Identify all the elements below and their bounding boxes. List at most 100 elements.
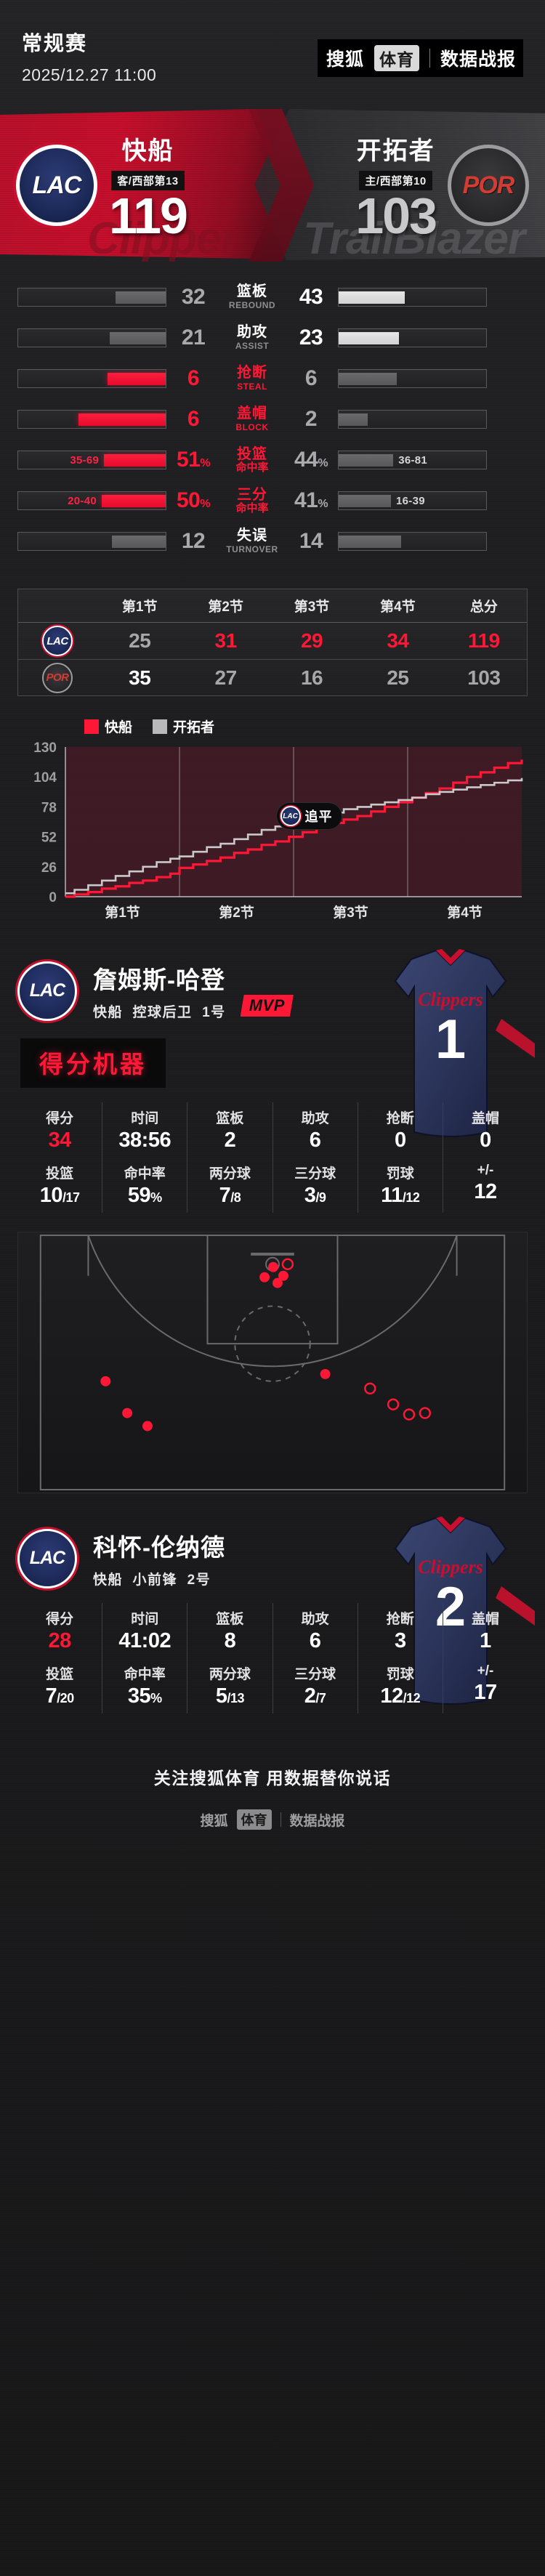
stat-bar-away: 35-69 [17, 451, 166, 469]
quarter-score-cell: 31 [214, 629, 238, 652]
player-stat-value: 35% [127, 1684, 162, 1708]
team-away-meta: 快船 客/西部第13 119 [97, 131, 198, 241]
player-jersey-graphic: 2 Clippers [394, 1517, 535, 1705]
player-stat-label: 篮板 [216, 1111, 244, 1126]
player-stat-label: 盖帽 [471, 1111, 499, 1126]
brand-sohu-text: 搜狐 [326, 49, 364, 70]
legend-swatch-away [84, 719, 99, 734]
header-left: 常规赛 2025/12.27 11:00 [22, 28, 156, 85]
stat-value-home: 44% [294, 448, 328, 472]
stat-row: 6 盖帽 BLOCK 2 [17, 405, 528, 433]
stat-label: 投篮 命中率 [220, 446, 284, 474]
player-stat-value: 38:56 [118, 1128, 171, 1152]
team-away-rank: 客/西部第13 [111, 170, 185, 190]
stat-bar-fill-home [339, 413, 368, 426]
stat-bar-fill-home [339, 494, 391, 507]
player-stat-value: 28 [48, 1629, 71, 1652]
stat-value-home: 14 [299, 529, 323, 553]
game-datetime: 2025/12.27 11:00 [22, 65, 157, 84]
player-stat-value: 7/8 [219, 1184, 241, 1207]
brand-logo: 搜狐 体育 数据战报 [317, 39, 523, 77]
player-stat-cell: 盖帽 0 [442, 1102, 528, 1158]
chart-x-tick-label: 第1节 [105, 904, 140, 921]
player-stat-label: 三分球 [294, 1667, 336, 1682]
player-stat-value: 3/9 [304, 1184, 326, 1207]
stat-bar-fill-away [102, 494, 166, 507]
player-stat-cell: 命中率 35% [102, 1658, 187, 1713]
chart-x-tick-label: 第3节 [333, 904, 368, 921]
player-stat-cell: 助攻 6 [272, 1603, 358, 1658]
chart-y-tick-label: 0 [49, 890, 57, 905]
stat-value-home: 41% [294, 488, 328, 512]
quarter-team-row: POR 35 27 16 25 103 [18, 659, 527, 695]
player-card: 1 Clippers LAC 詹姆斯-哈登 快船 控球后卫 1号 MVP 得分机… [0, 945, 545, 1493]
stat-bar-fraction-home: 36-81 [398, 453, 428, 467]
stat-bar-home [338, 410, 487, 429]
player-mvp-badge: MVP [241, 995, 294, 1017]
jersey-number: 2 [435, 1576, 466, 1638]
player-stats-table: 得分 28 时间 41:02 篮板 8 助攻 6 抢断 3 盖帽 1 投篮 7/… [17, 1603, 528, 1713]
stat-value-home: 2 [304, 407, 318, 431]
chart-svg: 0 26 52 78 104 130 第1节 第2节 第3节 第4节 [33, 740, 523, 921]
stat-bar-home: 36-81 [338, 451, 487, 469]
jersey-collar [436, 949, 465, 965]
quarter-column-header: 第3节 [294, 599, 330, 615]
score-flow-chart: 快船 开拓者 0 26 52 78 104 130 第1节 第2节 第3节 第4节 LAC 追平 [17, 715, 528, 926]
quarter-score-cell: 119 [467, 629, 500, 652]
quarter-column-header: 第1节 [121, 599, 158, 615]
court-lines [39, 1234, 506, 1491]
quarter-score-cell: 25 [129, 629, 151, 652]
chart-y-tick-label: 52 [41, 831, 57, 846]
player-stat-label: +/- [477, 1663, 494, 1679]
stat-value-home: 43 [299, 285, 323, 309]
team-home-score: 103 [355, 187, 437, 244]
stat-bar-fraction-home: 16-39 [396, 494, 425, 507]
footer-brand-divider [280, 1812, 281, 1827]
chart-legend: 快船 开拓者 [84, 716, 214, 736]
stat-label-en: STEAL [237, 381, 267, 392]
player-info: 詹姆斯-哈登 快船 控球后卫 1号 [93, 961, 226, 1021]
stat-bar-home: 16-39 [338, 491, 487, 510]
player-stat-value: 7/20 [45, 1684, 75, 1708]
legend-label-away: 快船 [105, 720, 133, 735]
player-stat-value: 41:02 [118, 1629, 171, 1652]
player-stat-label: 得分 [46, 1612, 74, 1627]
stat-bar-fill-away [78, 413, 166, 426]
player-stat-cell: 投篮 10/17 [17, 1158, 102, 1213]
stat-bar-fraction-away: 35-69 [70, 453, 100, 467]
footer-brand-tiyu: 体育 [236, 1809, 272, 1830]
player-stat-cell: +/- 17 [442, 1658, 528, 1713]
stat-label-cn: 助攻 [237, 324, 267, 341]
player-stat-label: 投篮 [46, 1166, 74, 1182]
stat-bar-away [17, 410, 166, 429]
player-stat-cell: 助攻 6 [272, 1102, 358, 1158]
quarter-header-row: 第1节 第2节 第3节 第4节 总分 [18, 589, 527, 623]
stat-label-en: ASSIST [235, 341, 270, 352]
quarter-score-cell: 27 [214, 666, 238, 689]
player-jersey-graphic: 1 Clippers [394, 949, 535, 1137]
player-nickname-badge: 得分机器 [20, 1038, 166, 1088]
stat-value-home: 23 [299, 326, 323, 350]
player-stat-cell: 篮板 8 [187, 1603, 272, 1658]
stat-label: 三分 命中率 [220, 486, 284, 514]
player-shot-chart [17, 1232, 528, 1493]
stat-bar-fill-away [110, 331, 166, 344]
player-stat-label: 时间 [131, 1111, 159, 1126]
player-stat-label: 助攻 [301, 1612, 329, 1627]
footer-brand-sohu: 搜狐 [200, 1813, 228, 1829]
player-meta: 快船 小前锋 2号 [93, 1572, 211, 1588]
stat-label: 失误 TURNOVER [220, 528, 284, 554]
player-header: LAC 詹姆斯-哈登 快船 控球后卫 1号 MVP [0, 961, 545, 1021]
stat-label-cn: 三分 [237, 486, 267, 503]
player-stat-label: +/- [477, 1163, 494, 1178]
footer-slogan: 关注搜狐体育 用数据替你说话 [153, 1769, 392, 1788]
quarter-score-table: 第1节 第2节 第3节 第4节 总分 LAC 25 31 29 34 119 POR 35 27 1… [17, 589, 528, 696]
quarter-column-header: 第4节 [380, 599, 416, 615]
stat-row: 32 篮板 REBOUND 43 [17, 283, 528, 311]
player-stat-value: 1 [480, 1629, 491, 1652]
player-stat-cell: 抢断 3 [357, 1603, 443, 1658]
team-away-block: LAC 快船 客/西部第13 119 [16, 109, 198, 262]
player-stats-row-primary: 得分 28 时间 41:02 篮板 8 助攻 6 抢断 3 盖帽 1 [17, 1603, 528, 1658]
stat-label-cn: 失误 [237, 528, 267, 544]
quarter-column-header: 总分 [469, 599, 498, 615]
